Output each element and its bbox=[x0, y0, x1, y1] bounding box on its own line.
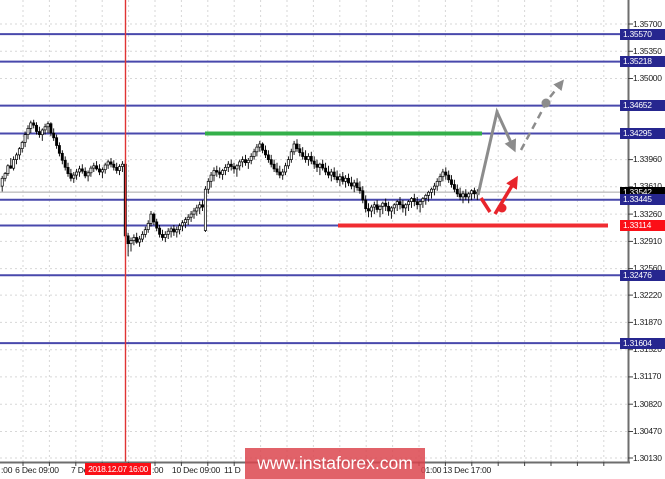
watermark: www.instaforex.com bbox=[245, 448, 425, 479]
axis-ticks bbox=[22, 23, 633, 466]
time-axis-label: 11 D bbox=[224, 465, 241, 475]
time-axis-label: 10 Dec 09:00 bbox=[171, 465, 221, 475]
candles bbox=[0, 119, 479, 257]
fractal-level-label: 1.35570 bbox=[620, 28, 665, 40]
price-axis-label: 1.30130 bbox=[633, 452, 662, 463]
current-price-label: 1.33542 bbox=[620, 186, 665, 198]
price-axis-label: 1.32910 bbox=[633, 235, 662, 246]
axis-borders bbox=[0, 0, 630, 464]
time-axis-label: 01:00 bbox=[421, 465, 442, 475]
time-axis-label: 6 Dec 09:00 bbox=[15, 465, 59, 475]
price-axis-label: 1.30470 bbox=[633, 426, 662, 436]
price-axis-label: 1.32220 bbox=[633, 289, 662, 300]
price-axis-label: 1.35700 bbox=[633, 18, 662, 29]
price-axis-label: 1.33610 bbox=[633, 181, 662, 192]
time-axis-label: :00 bbox=[152, 465, 164, 475]
time-axis-label: 13 Dec 17:00 bbox=[442, 465, 492, 475]
watermark-text: www.instaforex.com bbox=[257, 453, 413, 473]
red-entry-mark bbox=[479, 197, 492, 213]
fractal-level-label: 1.35218 bbox=[620, 56, 665, 68]
support-level-label: 1.33114 bbox=[620, 220, 665, 231]
selected-candle-time-label: 2018.12.07 16:00 bbox=[85, 463, 151, 475]
price-axis-label: 1.33960 bbox=[633, 154, 662, 165]
price-axis-label: 1.31520 bbox=[633, 344, 662, 355]
gray-dashed-projection-arrow bbox=[549, 79, 564, 98]
grid bbox=[0, 0, 628, 462]
gray-projection-dot bbox=[541, 98, 551, 108]
price-axis-label: 1.35000 bbox=[633, 73, 662, 83]
fractal-level-label: 1.33445 bbox=[620, 194, 665, 206]
time-axis-label: :00 bbox=[1, 465, 13, 475]
price-axis-label: 1.33260 bbox=[633, 208, 662, 219]
gray-dashed-projection-arrow bbox=[519, 106, 546, 151]
price-axis-label: 1.31170 bbox=[633, 371, 661, 382]
price-axis-label: 1.35350 bbox=[633, 45, 662, 56]
price-axis-label: 1.30820 bbox=[633, 398, 662, 409]
fractal-level-label: 1.32476 bbox=[620, 269, 665, 281]
time-axis-label: 7 De bbox=[71, 465, 89, 475]
price-axis-label: 1.31870 bbox=[633, 316, 662, 327]
price-axis-label: 1.32560 bbox=[633, 263, 662, 274]
gray-projection-zigzag-arrow bbox=[476, 107, 517, 196]
fractal-level-label: 1.31604 bbox=[620, 337, 665, 349]
fractal-level-label: 1.34295 bbox=[620, 128, 665, 139]
red-up-arrow bbox=[493, 175, 518, 215]
fractal-level-label: 1.34652 bbox=[620, 100, 665, 112]
